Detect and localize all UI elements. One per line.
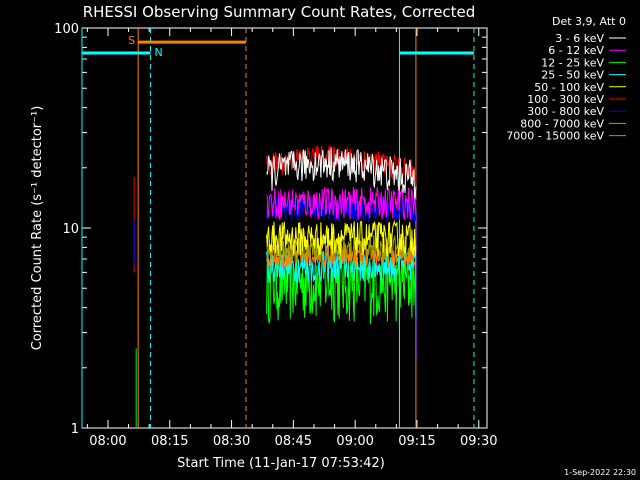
y-tick-label: 100 — [54, 22, 79, 37]
legend-label: 800 - 7000 keV — [520, 117, 604, 130]
legend-label: 12 - 25 keV — [541, 56, 604, 69]
x-tick-label: 09:15 — [398, 434, 435, 449]
series-3-6-kev — [266, 148, 417, 199]
legend-label: 6 - 12 keV — [548, 44, 604, 57]
legend-label: 25 - 50 keV — [541, 69, 604, 82]
chart-title: RHESSI Observing Summary Count Rates, Co… — [83, 3, 476, 21]
x-tick-label: 08:00 — [89, 434, 126, 449]
series-line — [266, 148, 417, 199]
x-tick-label: 08:45 — [275, 434, 312, 449]
y-tick-label: 10 — [62, 222, 79, 237]
legend-label: 300 - 800 keV — [527, 105, 604, 118]
footer-date: 1-Sep-2022 22:30 — [564, 468, 636, 477]
legend-label: 3 - 6 keV — [555, 32, 604, 45]
x-tick-label: 09:00 — [336, 434, 373, 449]
y-tick-label: 1 — [71, 422, 79, 437]
x-axis-label: Start Time (11-Jan-17 07:53:42) — [177, 456, 385, 471]
legend-header: Det 3,9, Att 0 — [552, 15, 626, 28]
x-tick-label: 08:15 — [151, 434, 188, 449]
series-line — [266, 219, 417, 258]
series-line — [266, 187, 417, 220]
x-tick-label: 09:30 — [460, 434, 497, 449]
legend-label: 50 - 100 keV — [534, 81, 604, 94]
series-50-100-kev — [266, 219, 417, 258]
x-tick-label: 08:30 — [213, 434, 250, 449]
series-6-12-kev — [266, 187, 417, 220]
legend-label: 100 - 300 keV — [527, 93, 604, 106]
legend-label: 7000 - 15000 keV — [506, 130, 604, 143]
y-axis-label: Corrected Count Rate (s⁻¹ detector⁻¹) — [30, 106, 45, 351]
plot-area: 1 10 100 08:00 08:15 08:30 08:45 09:00 09:15 09:3… — [54, 22, 497, 449]
saa-label: S — [128, 34, 135, 47]
night-label: N — [155, 46, 163, 59]
